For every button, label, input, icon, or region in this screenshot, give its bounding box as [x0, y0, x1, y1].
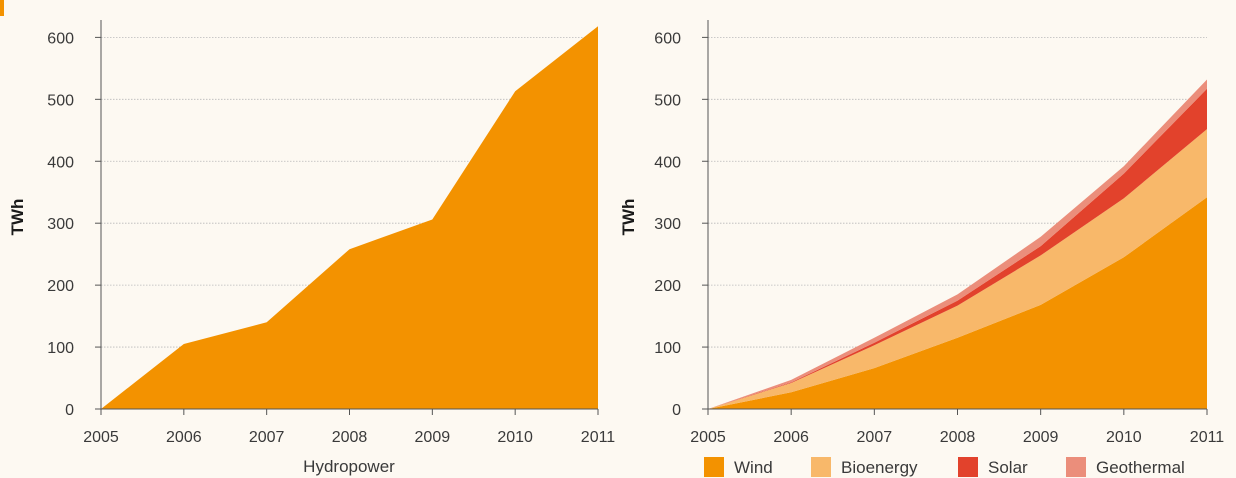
legend-swatch-geothermal	[1066, 457, 1086, 477]
right-y-tick-label: 600	[654, 30, 681, 47]
left-y-tick-label: 300	[47, 216, 74, 233]
left-x-tick-label: 2008	[332, 429, 368, 446]
left-area-hydro	[101, 26, 598, 409]
right-y-tick-label: 200	[654, 278, 681, 295]
right-y-axis-label: TWh	[619, 199, 638, 236]
left-y-tick-label: 500	[47, 92, 74, 109]
legend-label-wind: Wind	[734, 458, 773, 477]
left-y-tick-label: 0	[65, 402, 74, 419]
legend-label-geothermal: Geothermal	[1096, 458, 1185, 477]
left-x-tick-label: 2007	[249, 429, 285, 446]
left-y-tick-label: 200	[47, 278, 74, 295]
right-x-tick-label: 2009	[1023, 429, 1059, 446]
legend-label-bioenergy: Bioenergy	[841, 458, 918, 477]
legend-swatch-solar	[958, 457, 978, 477]
left-x-tick-label: 2010	[497, 429, 533, 446]
right-y-tick-label: 300	[654, 216, 681, 233]
right-x-tick-label: 2008	[940, 429, 976, 446]
left-y-tick-label: 600	[47, 30, 74, 47]
right-y-tick-label: 500	[654, 92, 681, 109]
corner-accent-mark	[0, 0, 4, 16]
left-chart-group: 0 100 200 300 400 500 600 2005 2006 2007 2008 2009 2…	[47, 20, 615, 446]
right-x-tick-label: 2011	[1190, 429, 1225, 446]
legend-swatch-wind	[704, 457, 724, 477]
right-x-tick-label: 2007	[857, 429, 893, 446]
right-x-tick-label: 2010	[1106, 429, 1142, 446]
legend-swatch-bioenergy	[811, 457, 831, 477]
right-y-tick-label: 100	[654, 340, 681, 357]
right-y-tick-label: 0	[672, 402, 681, 419]
right-y-tick-label: 400	[654, 154, 681, 171]
right-area-wind	[708, 197, 1207, 409]
left-x-tick-label: 2005	[83, 429, 119, 446]
right-x-tick-label: 2005	[690, 429, 726, 446]
right-chart-group: 0 100 200 300 400 500 600 2005 2006 2007 2008 2009 2…	[654, 20, 1224, 477]
left-x-tick-label: 2006	[166, 429, 202, 446]
left-y-tick-label: 400	[47, 154, 74, 171]
left-y-axis-label: TWh	[8, 199, 27, 236]
left-x-axis-caption: Hydropower	[303, 457, 395, 476]
left-x-tick-label: 2011	[581, 429, 616, 446]
legend-label-solar: Solar	[988, 458, 1028, 477]
right-x-tick-label: 2006	[773, 429, 809, 446]
left-x-tick-label: 2009	[415, 429, 451, 446]
left-y-tick-label: 100	[47, 340, 74, 357]
